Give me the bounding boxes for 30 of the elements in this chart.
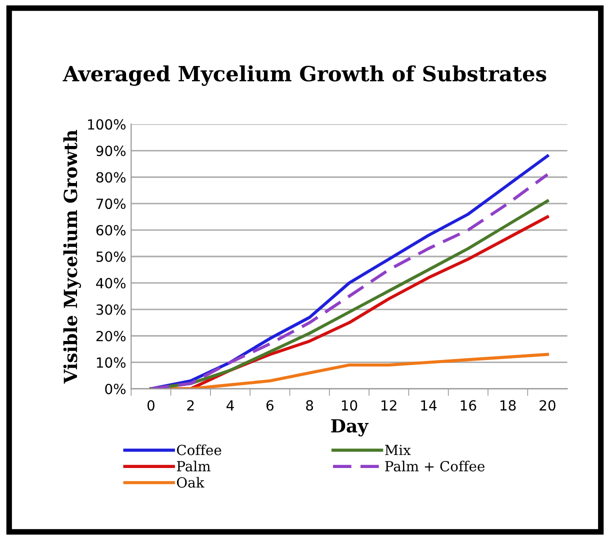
y-tick-label: 10% xyxy=(96,357,126,368)
y-tick-label: 70% xyxy=(96,198,126,210)
y-axis-title: Visible Mycelium Growth xyxy=(63,130,82,384)
legend-label: Oak xyxy=(176,476,204,488)
legend-label: Coffee xyxy=(176,444,222,456)
x-tick-label: 6 xyxy=(266,400,274,411)
x-tick-label: 18 xyxy=(500,400,516,411)
x-tick-label: 8 xyxy=(306,400,314,411)
x-tick-label: 12 xyxy=(382,400,396,410)
legend-label: Mix xyxy=(385,444,411,456)
x-tick-label: 16 xyxy=(460,400,476,411)
y-tick-label: 90% xyxy=(96,146,126,156)
x-tick-label: 14 xyxy=(421,400,437,410)
legend-label: Palm + Coffee xyxy=(385,460,484,472)
y-tick-label: 20% xyxy=(96,330,126,342)
y-tick-label: 0% xyxy=(105,384,126,394)
x-tick-label: 2 xyxy=(187,400,194,410)
y-tick-label: 80% xyxy=(96,172,126,183)
y-tick-label: 40% xyxy=(96,278,126,288)
y-tick-label: 50% xyxy=(96,251,126,262)
y-tick-label: 100% xyxy=(88,119,126,130)
x-tick-label: 20 xyxy=(540,400,556,411)
x-axis-title: Day xyxy=(331,419,369,436)
x-tick-label: 0 xyxy=(147,400,154,411)
legend-label: Palm xyxy=(176,460,210,472)
x-tick-label: 4 xyxy=(226,400,234,410)
chart-title: Averaged Mycelium Growth of Substrates xyxy=(62,65,546,86)
y-tick-label: 60% xyxy=(96,225,126,236)
y-tick-label: 30% xyxy=(96,304,126,315)
x-tick-label: 10 xyxy=(342,400,358,411)
